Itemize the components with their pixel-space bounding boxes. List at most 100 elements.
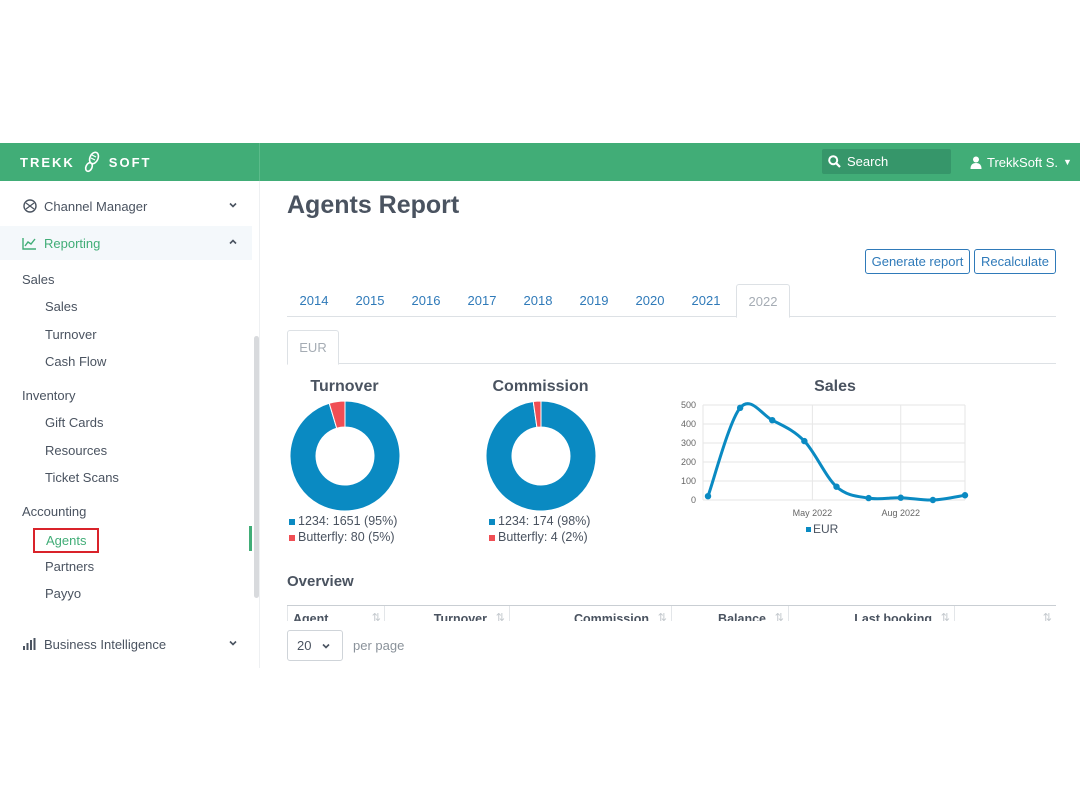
tab-eur[interactable]: EUR — [287, 330, 339, 365]
chevron-down-icon — [322, 643, 331, 649]
sidebar-item-ticket-scans[interactable]: Ticket Scans — [45, 470, 119, 485]
sales-line-chart: 0 100 200 300 400 500 May 2022 Aug 2022 EUR — [681, 400, 969, 536]
column-header-commission[interactable]: Commission ⇅ — [509, 606, 671, 621]
sort-icon: ⇅ — [495, 612, 505, 621]
tab-2015[interactable]: 2015 — [355, 293, 385, 308]
turnover-chart-title: Turnover — [310, 378, 379, 395]
column-label: Commission — [573, 612, 649, 621]
y-tick-label: 0 — [691, 495, 696, 505]
search-placeholder: Search — [847, 154, 889, 169]
legend-label: Butterfly: 80 (5%) — [298, 530, 395, 544]
data-point[interactable] — [736, 404, 744, 412]
per-page-value: 20 — [297, 638, 312, 653]
legend-swatch — [806, 527, 811, 532]
commission-slice-butterfly[interactable] — [532, 400, 542, 428]
legend-label: EUR — [813, 522, 839, 536]
turnover-slice-1234[interactable] — [289, 400, 401, 512]
sidebar-item-agents[interactable]: Agents — [33, 528, 100, 553]
data-point[interactable] — [897, 494, 904, 501]
sales-chart-title: Sales — [814, 378, 856, 395]
tab-2017[interactable]: 2017 — [467, 293, 497, 308]
y-tick-label: 500 — [681, 400, 696, 410]
per-page-select[interactable]: 20 — [287, 630, 343, 661]
data-point[interactable] — [865, 494, 872, 502]
turnover-legend-item: Butterfly: 80 (5%) — [289, 530, 395, 544]
user-name: TrekkSoft S. — [987, 154, 1059, 170]
tab-2021[interactable]: 2021 — [691, 293, 721, 308]
sidebar: Channel Manager Reporting Sales Sales Tu… — [0, 181, 260, 668]
column-header-agent[interactable]: Agent ⇅ — [287, 606, 385, 621]
sidebar-item-reporting[interactable]: Reporting — [0, 226, 252, 260]
tab-2020[interactable]: 2020 — [635, 293, 665, 308]
generate-report-button[interactable]: Generate report — [865, 249, 970, 274]
column-label: Last booking — [854, 612, 932, 621]
sort-icon: ⇅ — [371, 612, 381, 621]
column-header-turnover[interactable]: Turnover ⇅ — [384, 606, 509, 621]
sidebar-item-partners[interactable]: Partners — [45, 559, 95, 574]
legend-label: 1234: 1651 (95%) — [298, 514, 398, 528]
sidebar-item-label: Reporting — [44, 235, 101, 251]
sort-icon: ⇅ — [940, 612, 950, 621]
currency-tabs: EUR — [287, 330, 1056, 365]
main-content: Agents Report Generate report Recalculat… — [260, 181, 1080, 668]
tab-2014[interactable]: 2014 — [299, 293, 329, 308]
sidebar-item-cash-flow[interactable]: Cash Flow — [45, 354, 107, 369]
turnover-slice-butterfly[interactable] — [328, 400, 346, 429]
column-label: Balance — [718, 612, 766, 621]
logo-text-right: SOFT — [108, 154, 152, 170]
commission-slice-1234[interactable] — [485, 400, 597, 512]
sidebar-group-accounting: Accounting — [22, 504, 87, 519]
legend-swatch — [289, 534, 295, 541]
sidebar-item-payyo[interactable]: Payyo — [45, 586, 82, 601]
legend-swatch — [289, 518, 295, 525]
caret-down-icon: ▼ — [1063, 157, 1072, 167]
tab-2022[interactable]: 2022 — [736, 284, 790, 318]
data-point[interactable] — [769, 417, 776, 424]
tab-2016[interactable]: 2016 — [411, 293, 441, 308]
column-header-balance[interactable]: Balance ⇅ — [671, 606, 788, 621]
legend-swatch — [489, 534, 495, 541]
sidebar-scrollbar[interactable] — [254, 336, 259, 598]
y-tick-label: 200 — [681, 457, 696, 467]
trekksoft-logo[interactable]: TREKK SOFT — [0, 143, 260, 181]
search-icon — [828, 155, 841, 168]
sidebar-item-sales[interactable]: Sales — [45, 299, 78, 314]
channel-manager-icon — [22, 199, 37, 214]
year-tabs: 2014 2015 2016 2017 2018 2019 2020 2021 … — [287, 284, 1056, 318]
recalculate-button[interactable]: Recalculate — [974, 249, 1056, 274]
commission-legend-item: 1234: 174 (98%) — [489, 514, 590, 528]
sidebar-item-gift-cards[interactable]: Gift Cards — [45, 415, 104, 430]
legend-label: Butterfly: 4 (2%) — [498, 530, 588, 544]
top-bar: TREKK SOFT Search TrekkSoft S. ▼ — [0, 143, 1080, 181]
data-point[interactable] — [833, 483, 840, 490]
sort-icon: ⇅ — [657, 612, 667, 621]
tab-2018[interactable]: 2018 — [523, 293, 553, 308]
sidebar-item-resources[interactable]: Resources — [45, 443, 108, 458]
app-window: TREKK SOFT Search TrekkSoft S. ▼ Channel… — [0, 143, 1080, 668]
footprint-logo-icon — [84, 151, 100, 173]
sidebar-item-turnover[interactable]: Turnover — [45, 327, 97, 342]
sidebar-group-inventory: Inventory — [22, 388, 76, 403]
data-point[interactable] — [961, 492, 969, 499]
data-point[interactable] — [801, 437, 808, 445]
legend-label: 1234: 174 (98%) — [498, 514, 591, 528]
overview-title: Overview — [287, 573, 354, 590]
sort-icon: ⇅ — [774, 612, 784, 621]
sidebar-item-business-intelligence[interactable]: Business Intelligence — [0, 627, 252, 661]
sidebar-group-sales: Sales — [22, 272, 55, 287]
x-tick-label: Aug 2022 — [881, 508, 920, 518]
search-input[interactable]: Search — [822, 149, 951, 174]
per-page-label: per page — [353, 638, 405, 653]
user-menu[interactable]: TrekkSoft S. ▼ — [970, 143, 1072, 181]
column-header-last-booking[interactable]: Last booking ⇅ — [788, 606, 954, 621]
data-point[interactable] — [704, 493, 712, 500]
commission-donut-chart — [485, 400, 597, 512]
column-header-actions[interactable]: ⇅ — [954, 606, 1056, 621]
sidebar-item-channel-manager[interactable]: Channel Manager — [0, 189, 252, 223]
chevron-down-icon — [229, 640, 237, 646]
turnover-donut-chart — [289, 400, 401, 512]
y-tick-label: 400 — [681, 419, 696, 429]
data-point[interactable] — [929, 496, 937, 504]
tab-2019[interactable]: 2019 — [579, 293, 609, 308]
commission-legend-item: Butterfly: 4 (2%) — [489, 530, 588, 544]
